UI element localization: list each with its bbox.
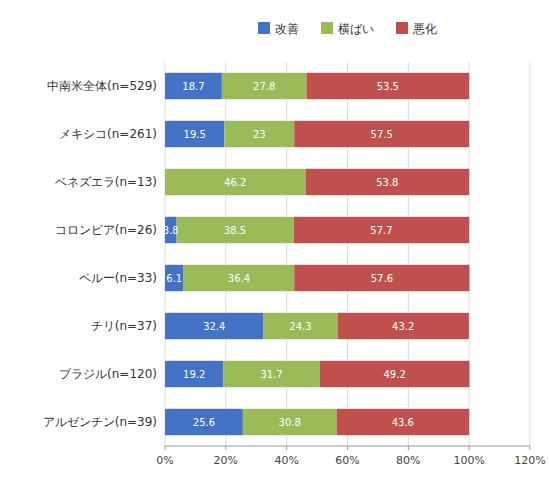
bar (165, 409, 243, 435)
tick-label: 80% (396, 454, 420, 467)
legend-label: 悪化 (412, 22, 437, 36)
bar (165, 361, 223, 387)
data-label: 6.1 (166, 273, 182, 284)
bar (224, 121, 294, 147)
bar (294, 265, 469, 291)
data-label: 32.4 (203, 321, 225, 332)
bar (320, 361, 470, 387)
legend-item: 横ばい (321, 22, 374, 36)
bar (223, 361, 319, 387)
data-label: 23 (253, 129, 266, 140)
category-label: ペルー(n=33) (79, 271, 157, 285)
bar (222, 73, 307, 99)
grid-line (165, 62, 166, 446)
grid-line (347, 62, 348, 446)
data-label: 19.2 (183, 369, 205, 380)
data-label: 57.6 (371, 273, 393, 284)
grid-line (225, 62, 226, 446)
bar (184, 265, 295, 291)
data-label: 57.7 (370, 225, 392, 236)
bar (264, 313, 338, 339)
data-label: 19.5 (184, 129, 206, 140)
bar (165, 73, 222, 99)
tick-label: 120% (514, 454, 545, 467)
data-label: 53.5 (377, 81, 399, 92)
bar (243, 409, 337, 435)
bar (165, 169, 306, 195)
data-labels: 18.7 19.5 3.8 6.1 32.4 19.2 25.6 27.8 23 46.2 38.5… (163, 81, 414, 428)
bar (337, 313, 468, 339)
tick-label: 60% (335, 454, 359, 467)
bar (294, 217, 470, 243)
tick-mark (469, 446, 470, 450)
data-label: 53.8 (376, 177, 398, 188)
chart: 0% 20% 40% 60% 80% 100% 120% 18.7 19.5 3.8 6.1 32.4… (0, 0, 550, 491)
bar (177, 217, 294, 243)
category-label: チリ(n=37) (91, 319, 157, 333)
data-label: 3.8 (163, 225, 179, 236)
data-label: 43.2 (392, 321, 414, 332)
grid-line (286, 62, 287, 446)
bar (294, 121, 469, 147)
data-label: 38.5 (224, 225, 246, 236)
tick-label: 40% (274, 454, 298, 467)
tick-mark (530, 446, 531, 450)
legend-item: 改善 (258, 22, 299, 36)
tick-mark (408, 446, 409, 450)
data-label: 57.5 (371, 129, 393, 140)
data-label: 31.7 (260, 369, 282, 380)
legend-label: 横ばい (338, 22, 374, 36)
data-label: 25.6 (193, 417, 215, 428)
tick-mark (165, 446, 166, 450)
bars (165, 73, 469, 435)
category-label: ベネズエラ(n=13) (55, 175, 157, 189)
grid: 0% 20% 40% 60% 80% 100% 120% (156, 62, 545, 467)
bar (165, 313, 264, 339)
data-label: 46.2 (224, 177, 246, 188)
legend-swatch (396, 22, 408, 34)
bar (165, 265, 184, 291)
data-label: 24.3 (289, 321, 311, 332)
bar (306, 169, 470, 195)
legend-label: 改善 (275, 22, 299, 36)
category-label: 中南米全体(n=529) (47, 79, 157, 93)
data-label: 18.7 (182, 81, 204, 92)
bar (337, 409, 470, 435)
data-label: 49.2 (384, 369, 406, 380)
legend-swatch (258, 22, 270, 34)
bar (165, 121, 224, 147)
grid-line (469, 62, 470, 446)
tick-label: 0% (156, 454, 173, 467)
legend-swatch (321, 22, 333, 34)
tick-mark (225, 446, 226, 450)
tick-label: 100% (453, 454, 484, 467)
data-label: 27.8 (253, 81, 275, 92)
category-label: ブラジル(n=120) (59, 367, 157, 381)
grid-line (408, 62, 409, 446)
tick-label: 20% (214, 454, 238, 467)
data-label: 36.4 (228, 273, 250, 284)
legend: 改善 横ばい 悪化 (258, 22, 437, 36)
data-label: 30.8 (279, 417, 301, 428)
category-label: コロンビア(n=26) (55, 223, 157, 237)
grid-line (530, 62, 531, 446)
tick-mark (286, 446, 287, 450)
tick-mark (347, 446, 348, 450)
category-label: メキシコ(n=261) (59, 127, 157, 141)
legend-item: 悪化 (396, 22, 437, 36)
x-axis-line (165, 446, 530, 447)
bar (306, 73, 469, 99)
category-label: アルゼンチン(n=39) (43, 415, 157, 429)
data-label: 43.6 (392, 417, 414, 428)
